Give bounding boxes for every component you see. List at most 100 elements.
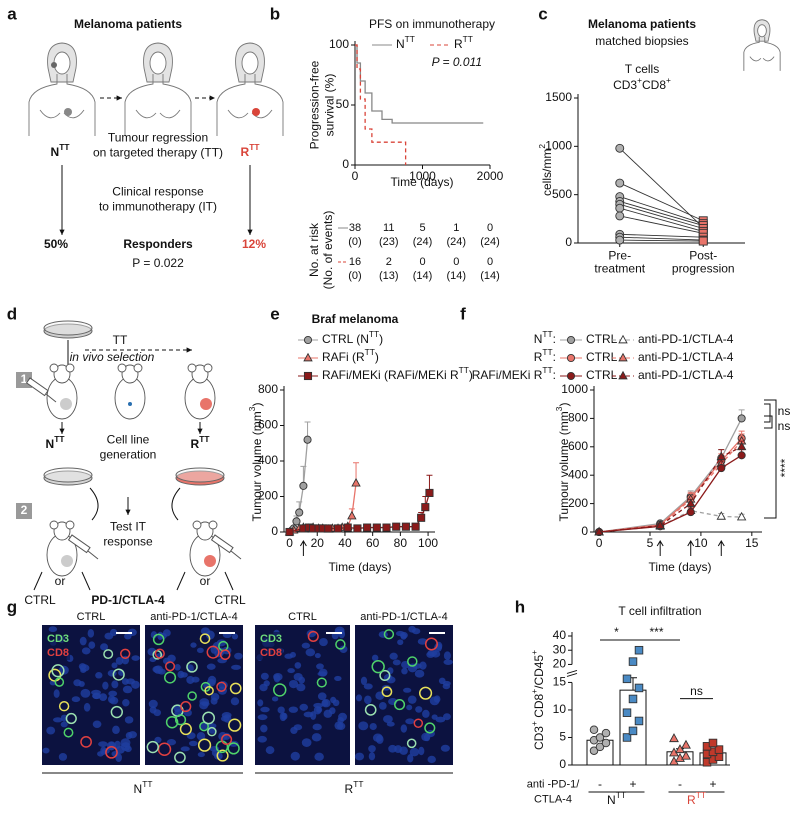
nucleus — [287, 668, 295, 674]
nucleus — [120, 738, 131, 748]
nucleus — [364, 695, 372, 705]
cell — [273, 683, 287, 697]
data-point — [681, 739, 691, 749]
label: (13) — [379, 270, 399, 282]
dish-lid — [175, 467, 225, 483]
legend-label: NTT — [396, 34, 415, 51]
data-point — [303, 435, 312, 444]
text-part: CD3 — [613, 78, 637, 92]
data-point — [622, 733, 632, 742]
text-part: CD8 — [642, 78, 666, 92]
mouse-icon — [189, 520, 221, 577]
nucleus — [81, 647, 91, 655]
label: Time (days) — [391, 175, 454, 189]
data-point — [622, 708, 632, 717]
text-part: R — [687, 793, 696, 807]
label: 0 — [487, 222, 493, 234]
series-line — [599, 510, 742, 533]
treatment-arrow — [687, 540, 695, 556]
nucleus — [73, 679, 82, 687]
data-point — [601, 738, 611, 748]
cell — [413, 718, 424, 728]
label: PD-1/CTLA-4 — [91, 593, 165, 607]
pair-line — [619, 182, 704, 222]
superscript: TT — [542, 347, 552, 357]
nucleus — [80, 688, 91, 698]
label: RTT — [345, 779, 364, 796]
label: CD3+CD8+ — [613, 75, 671, 92]
tumour — [51, 62, 57, 68]
syringe — [25, 377, 49, 397]
superscript: TT — [199, 434, 210, 444]
y-tick-label: 5 — [559, 730, 566, 744]
data-point — [615, 143, 625, 153]
y-tick-label: 0 — [565, 235, 572, 249]
cell — [394, 699, 406, 711]
data-point — [634, 716, 644, 726]
cell — [152, 650, 163, 660]
label: CTRL — [214, 593, 246, 607]
face — [757, 24, 767, 38]
nucleus — [440, 744, 450, 752]
nucleus — [389, 652, 398, 660]
cell — [180, 701, 192, 713]
text-part: N — [534, 332, 543, 346]
nucleus — [427, 755, 436, 764]
text-part: R — [454, 37, 463, 51]
mouse-icon — [114, 363, 146, 420]
y-tick-label: 10 — [553, 702, 567, 716]
text-part: N — [51, 145, 60, 159]
x-tick-label: 40 — [338, 536, 352, 550]
nucleus — [99, 693, 108, 702]
superscript: TT — [353, 779, 363, 789]
text-part: ) — [250, 403, 264, 407]
nucleus — [288, 679, 299, 689]
nucleus — [208, 723, 217, 729]
label: (24) — [413, 236, 433, 248]
label: Time (days) — [649, 560, 712, 574]
nucleus — [301, 738, 312, 747]
cell — [65, 712, 77, 725]
syringe — [67, 534, 91, 554]
nucleus — [369, 722, 377, 731]
label: Clinical response — [112, 185, 204, 199]
label: RTT — [191, 434, 211, 451]
arrow-head — [197, 428, 203, 434]
y-tick-label: 50 — [336, 97, 350, 111]
cell — [307, 630, 319, 643]
superscript: + — [529, 650, 539, 655]
nucleus — [277, 706, 285, 714]
text-part: : — [553, 350, 556, 364]
nucleus — [190, 642, 197, 648]
nucleus — [52, 717, 63, 723]
y-tick-label: 1500 — [545, 90, 572, 104]
y-tick-label: 400 — [258, 453, 278, 467]
tumour — [204, 555, 216, 567]
nucleus — [321, 699, 331, 708]
nucleus — [210, 693, 220, 701]
nucleus — [58, 753, 68, 761]
data-point — [333, 524, 343, 533]
data-point — [655, 520, 665, 529]
nucleus — [301, 642, 311, 649]
arrow-head — [247, 229, 253, 235]
x-tick-label: treatment — [594, 262, 645, 276]
treatment-arrow — [656, 540, 664, 556]
nucleus — [148, 699, 158, 709]
data-point — [698, 236, 708, 246]
y-tick-label: 800 — [258, 382, 278, 396]
data-point — [382, 523, 391, 532]
nucleus — [154, 736, 162, 744]
data-point — [615, 235, 625, 245]
label: T cell infiltration — [618, 604, 701, 618]
y-tick-label: 600 — [568, 439, 588, 453]
label: Tumour volume (mm3) — [247, 403, 264, 522]
nucleus — [42, 747, 50, 754]
pair-line — [619, 201, 704, 227]
superscript: TT — [365, 347, 375, 357]
superscript: TT — [54, 434, 65, 444]
label: CTRL — [77, 611, 106, 623]
label: matched biopsies — [595, 34, 688, 48]
nucleus — [147, 647, 157, 656]
nucleus — [109, 696, 119, 705]
